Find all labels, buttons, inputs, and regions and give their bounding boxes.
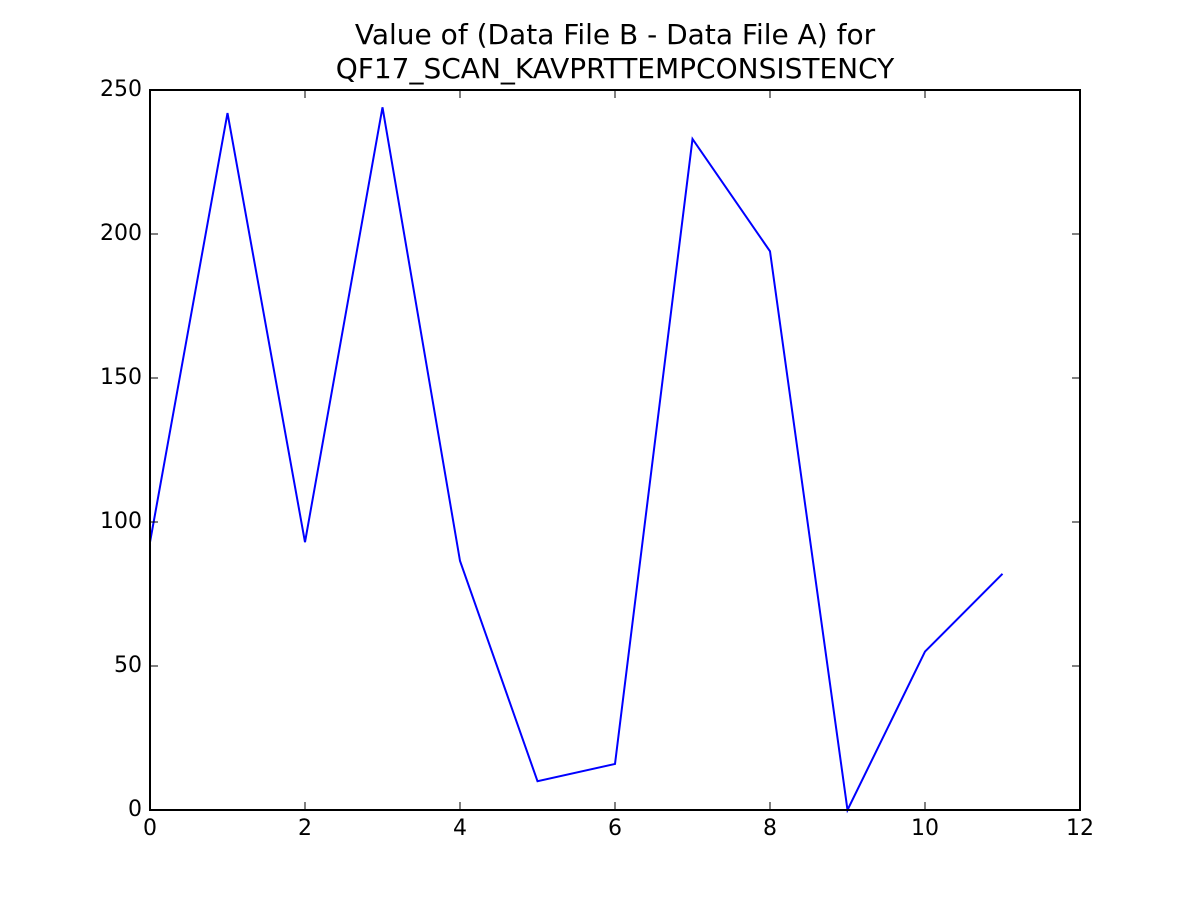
y-tick-label: 0 <box>128 797 142 822</box>
y-tick-label: 50 <box>114 653 142 678</box>
x-tick-label: 10 <box>911 816 939 841</box>
x-tick-label: 12 <box>1066 816 1094 841</box>
chart-title: QF17_SCAN_KAVPRTTEMPCONSISTENCY <box>336 52 895 85</box>
plot-frame <box>149 89 1081 811</box>
x-tick-label: 4 <box>453 816 467 841</box>
x-tick-label: 2 <box>298 816 312 841</box>
data-line <box>149 107 1004 814</box>
y-tick-label: 250 <box>100 77 142 102</box>
y-tick-label: 100 <box>100 509 142 534</box>
x-tick-label: 0 <box>143 816 157 841</box>
y-tick-label: 200 <box>100 221 142 246</box>
y-tick-label: 150 <box>100 365 142 390</box>
x-tick-label: 8 <box>763 816 777 841</box>
x-tick-label: 6 <box>608 816 622 841</box>
chart-title: Value of (Data File B - Data File A) for <box>355 18 876 51</box>
